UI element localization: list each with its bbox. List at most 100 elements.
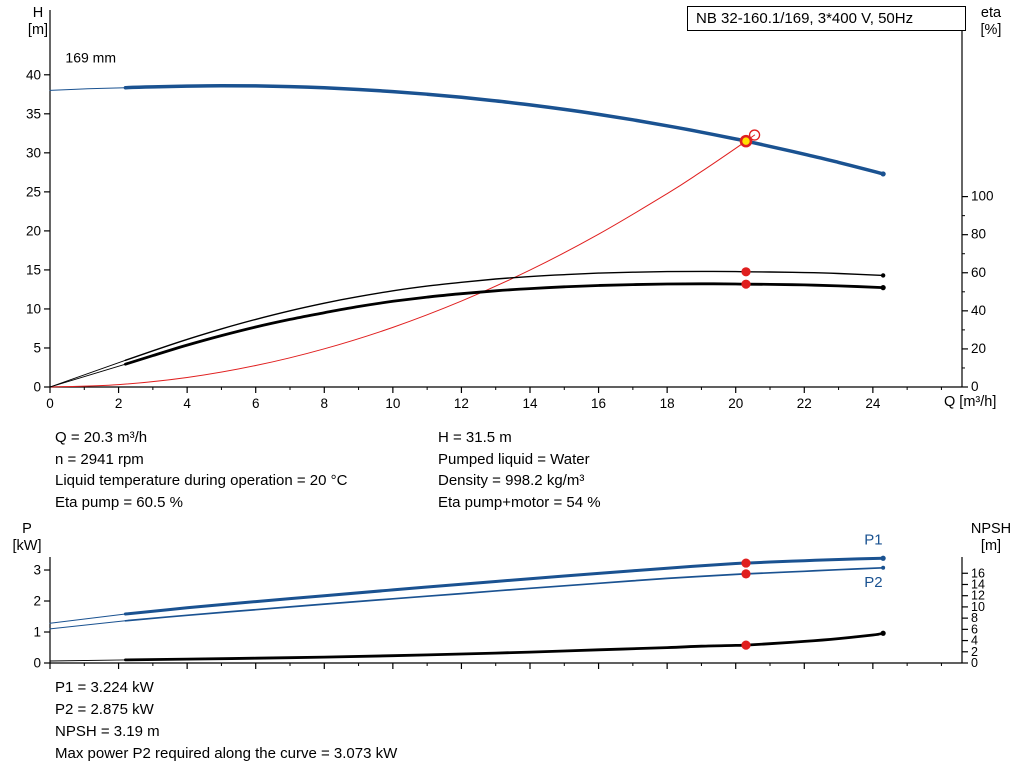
x-tick-label: 0 [46,396,54,411]
y-left-tick-label: 0 [33,656,41,671]
y-right-tick-label: 6 [971,622,978,636]
density-text: Density = 998.2 kg/m³ [438,472,585,489]
p1-curve [123,556,885,616]
y-left-tick-label: 15 [26,262,41,277]
x-tick-label: 6 [252,396,260,411]
impeller-size-label: 169 mm [65,49,116,65]
duty-head-text: H = 31.5 m [438,429,512,446]
eta-pump-end-dot [880,273,886,278]
npsh-axis-label-symbol: NPSH [970,521,1012,537]
x-tick-label: 2 [115,396,123,411]
y-right-tick-label: 14 [971,577,985,591]
y-right-tick-label: 100 [971,189,994,204]
x-tick-label: 4 [183,396,191,411]
y-left-tick-label: 35 [26,106,41,121]
pump-model-title: NB 32-160.1/169, 3*400 V, 50Hz [687,6,966,31]
npsh-low-flow-extension [49,659,126,662]
npsh-axis-label: NPSH [m] [962,521,1020,555]
x-tick-label: 18 [660,396,675,411]
x-tick-label: 10 [385,396,400,411]
y-right-tick-label: 10 [971,600,985,614]
npsh-axis-label-unit: [m] [980,538,1002,554]
speed-text: n = 2941 rpm [55,450,144,468]
eta-pump-text: Eta pump = 60.5 % [55,493,183,511]
p2-curve [124,566,884,622]
pump-curve-end-dot [880,171,886,177]
duty-info-left: Q = 20.3 m³/h n = 2941 rpm Liquid temper… [55,427,347,513]
y-left-tick-label: 5 [33,340,41,355]
eta-pump-motor-end-dot [880,285,886,291]
power-info-block: P1 = 3.224 kW P2 = 2.875 kW NPSH = 3.19 … [55,677,397,765]
p1-value-text: P1 = 3.224 kW [55,679,154,696]
pumped-liquid-text: Pumped liquid = Water [438,450,590,468]
p-axis-label: P [kW] [4,521,50,555]
p2-value-text: P2 = 2.875 kW [55,701,154,718]
x-tick-label: 16 [591,396,606,411]
y-left-tick-label: 20 [26,223,41,238]
eta-axis-label-symbol: eta [980,5,1002,21]
eta-pump-motor-text: Eta pump+motor = 54 % [438,493,601,511]
y-right-tick-label: 80 [971,227,986,242]
x-tick-label: 8 [321,396,329,411]
duty-point [739,134,753,148]
p2-duty-dot [741,569,751,579]
eta-pump-extension [49,359,126,388]
duty-info-right: H = 31.5 m Pumped liquid = Water Density… [438,427,601,513]
x-tick-label: 12 [454,396,469,411]
p2-label: P2 [864,574,882,591]
npsh-duty-dot [741,640,751,650]
p1-label: P1 [864,532,882,549]
npsh-curve [124,631,885,662]
x-tick-label: 14 [522,396,538,411]
p2-end-dot [881,565,886,570]
x-tick-label: 24 [865,396,881,411]
pump-curve-low-flow-extension [49,87,126,91]
eta-pump-motor-duty-dot [741,279,751,289]
npsh-end-dot [880,630,886,636]
y-left-tick-label: 2 [33,594,41,609]
y-left-tick-label: 10 [26,301,41,316]
y-right-tick-label: 60 [971,265,986,280]
y-left-tick-label: 3 [33,563,41,578]
liquid-temperature-text: Liquid temperature during operation = 20… [55,472,348,489]
y-right-tick-label: 16 [971,566,985,580]
y-right-tick-label: 12 [971,589,985,603]
x-tick-label: 20 [728,396,743,411]
p-axis-label-symbol: P [22,521,32,537]
y-right-tick-label: 40 [971,303,986,318]
p2-low-flow-extension [49,620,126,630]
y-right-tick-label: 20 [971,341,986,356]
p1-duty-dot [741,558,751,568]
y-right-tick-label: 8 [971,611,978,625]
x-tick-label: 22 [797,396,812,411]
h-axis-label: H [m] [18,5,58,39]
head-capacity-chart: 0 2 4 6 8 10 12 14 16 18 20 22 240510152025303540020… [26,10,994,411]
y-left-tick-label: 25 [26,184,41,199]
y-right-tick-label: 2 [971,645,978,659]
y-right-tick-label: 0 [971,656,978,670]
y-left-tick-label: 40 [26,67,41,82]
p1-low-flow-extension [49,613,126,624]
pump-curve-169mm [123,83,885,176]
p-axis-label-unit: [kW] [12,538,42,554]
npsh-value-text: NPSH = 3.19 m [55,723,160,740]
y-left-tick-label: 0 [33,380,41,395]
h-axis-label-symbol: H [32,5,44,21]
duty-flow-text: Q = 20.3 m³/h [55,429,148,446]
p1-end-dot [880,555,886,561]
max-power-text: Max power P2 required along the curve = … [55,745,398,762]
y-right-tick-label: 0 [971,379,979,394]
eta-pump-motor-extension [49,363,126,388]
y-left-tick-label: 1 [33,625,41,640]
eta-axis-label: eta [%] [968,5,1014,39]
eta-pump-duty-dot [741,267,751,277]
h-axis-label-unit: [m] [27,22,49,38]
y-right-tick-label: 4 [971,634,978,648]
q-axis-label: Q [m³/h] [944,394,997,410]
requested-duty-point [748,129,761,141]
eta-axis-label-unit: [%] [980,22,1002,38]
y-left-tick-label: 30 [26,145,41,160]
